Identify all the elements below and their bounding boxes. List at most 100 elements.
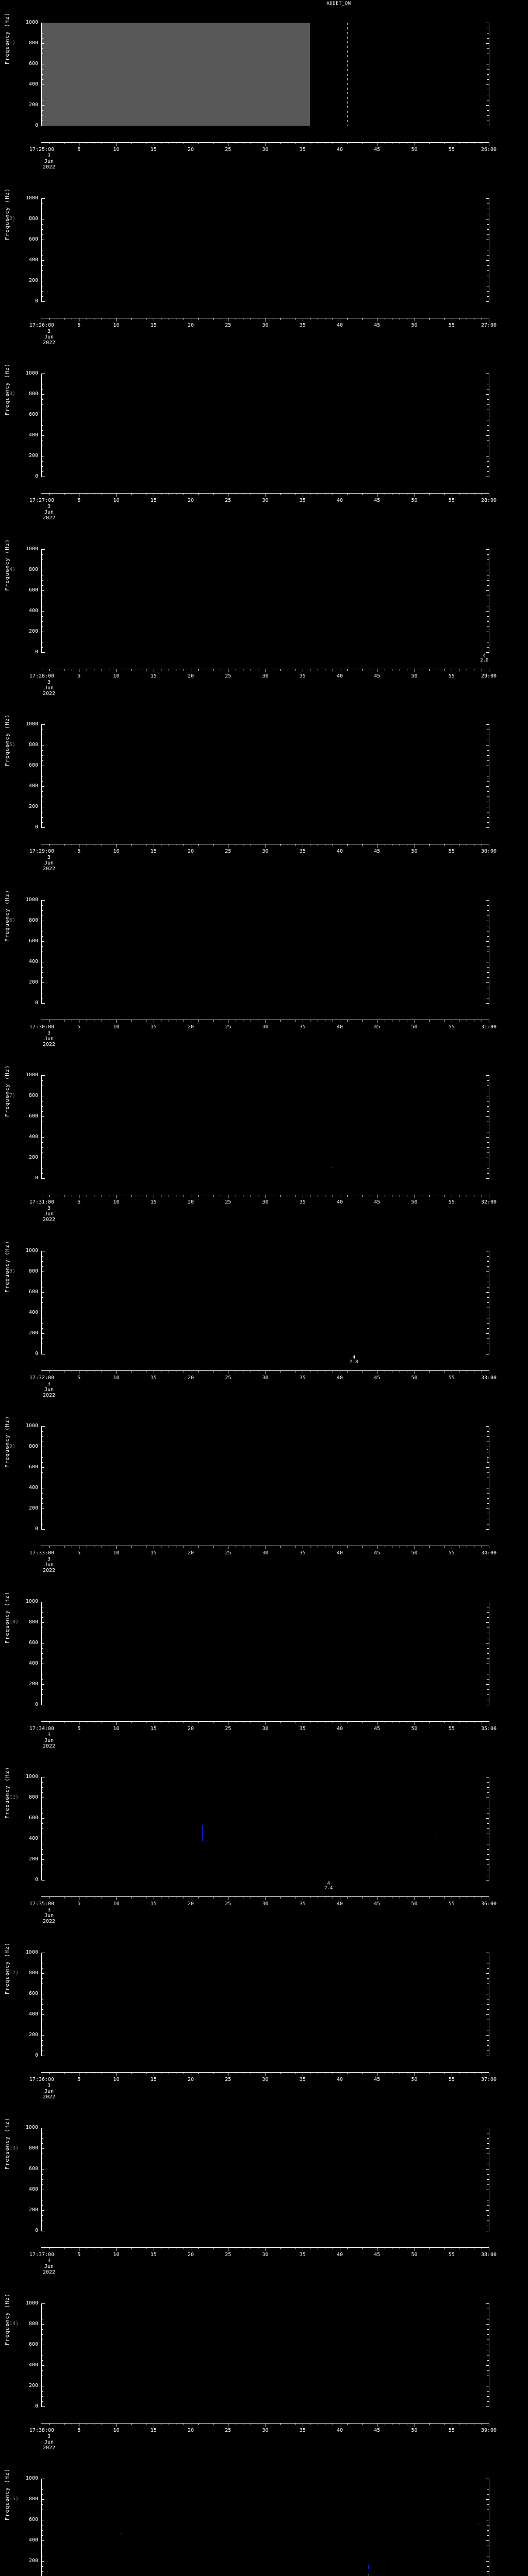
- x-tick-label: 45: [374, 849, 381, 854]
- plot-area[interactable]: [42, 549, 489, 652]
- y-tick: [487, 234, 489, 235]
- plot-area[interactable]: [42, 1075, 489, 1178]
- x-tick-label: 30: [262, 1375, 269, 1381]
- x-tick: [347, 142, 348, 144]
- x-tick-label: 15: [150, 2428, 157, 2433]
- y-tick: [42, 404, 43, 405]
- x-axis-date: 3 Jun 2022: [42, 1732, 56, 1749]
- spectrogram-panel[interactable]: (1) Frequency (Hz) 0 200 400 600 800 1000 17:25:…: [5, 12, 497, 170]
- x-tick: [49, 1195, 50, 1197]
- y-axis-label: Frequency (Hz): [5, 1415, 10, 1468]
- x-tick-label-end: 28:00: [481, 498, 497, 503]
- spectrogram-panel[interactable]: (6) Frequency (Hz) 0 200 400 600 800 1000 17:30:…: [5, 889, 497, 1047]
- x-tick: [198, 493, 199, 495]
- y-tick: [487, 224, 489, 225]
- x-tick-label: 55: [448, 1375, 455, 1381]
- y-tick: [42, 2525, 43, 2526]
- x-tick-label: 35: [299, 673, 306, 679]
- spectrogram-panel[interactable]: (12) Frequency (Hz) 0 200 400 600 800 1000 17:36…: [5, 1942, 497, 2100]
- x-tick-label: 25: [225, 2428, 232, 2433]
- plot-area[interactable]: [42, 900, 489, 1003]
- y-tick: [486, 982, 489, 983]
- y-tick: [42, 435, 44, 436]
- x-axis-date: 3 Jun 2022: [42, 329, 56, 346]
- x-tick-label: 15: [150, 1024, 157, 1030]
- y-tick: [42, 1457, 43, 1458]
- y-tick: [42, 652, 44, 653]
- y-tick: [42, 936, 43, 937]
- spectrogram-panel[interactable]: (13) Frequency (Hz) 0 200 400 600 800 1000 17:37…: [5, 2117, 497, 2275]
- y-tick: [486, 549, 489, 550]
- x-tick-label: 45: [374, 498, 381, 503]
- x-tick-label: 20: [187, 1550, 194, 1556]
- spectrogram-panel[interactable]: (5) Frequency (Hz) 0 200 400 600 800 1000 17:29:…: [5, 714, 497, 872]
- y-tick: [42, 1782, 43, 1783]
- spectrogram-panel[interactable]: (11) Frequency (Hz) 0 200 400 600 800 1000 17:35…: [5, 1766, 497, 1924]
- plot-area[interactable]: [42, 1953, 489, 2056]
- plot-area[interactable]: [42, 724, 489, 827]
- spectrogram-panel[interactable]: (15)Frequency (Hz)0200400600800100017:39…: [0, 2456, 528, 2576]
- y-axis-label: Frequency (Hz): [5, 1766, 10, 1819]
- x-tick-label-start: 17:32:00: [29, 1375, 55, 1381]
- plot-area[interactable]: [42, 1251, 489, 1354]
- y-tick: [487, 946, 489, 947]
- y-tick: [487, 822, 489, 823]
- x-tick-label: 20: [187, 673, 194, 679]
- y-tick: [487, 466, 489, 467]
- x-tick-label: 5: [77, 147, 81, 152]
- y-tick: [42, 1648, 43, 1649]
- plot-area[interactable]: [42, 1602, 489, 1705]
- spectrogram-panel[interactable]: (2) Frequency (Hz) 0 200 400 600 800 1000 17:26:…: [5, 188, 497, 346]
- plot-area[interactable]: [42, 2128, 489, 2231]
- x-tick-label: 20: [187, 849, 194, 854]
- panel-index-label: (12): [6, 1970, 19, 1976]
- x-tick: [347, 1370, 348, 1372]
- spectrogram-panel[interactable]: (3) Frequency (Hz) 0 200 400 600 800 1000 17:27:…: [5, 363, 497, 521]
- y-tick: [487, 2396, 489, 2397]
- plot-area[interactable]: [42, 374, 489, 477]
- x-axis-date: 3 Jun 2022: [42, 2258, 56, 2275]
- y-tick: [42, 394, 44, 395]
- y-tick: [487, 616, 489, 617]
- y-tick: [487, 1498, 489, 1499]
- y-tick: [42, 2370, 43, 2371]
- x-tick-label: 50: [411, 1901, 418, 1907]
- x-tick-label: 40: [336, 2428, 343, 2433]
- y-axis-label: Frequency (Hz): [5, 363, 10, 415]
- y-tick: [487, 1978, 489, 1979]
- y-tick: [42, 647, 43, 648]
- plot-area[interactable]: [42, 198, 489, 301]
- plot-area[interactable]: [42, 23, 489, 126]
- x-tick-label-start: 17:37:00: [29, 2252, 55, 2258]
- y-tick: [42, 1689, 43, 1690]
- y-axis-spine-left: [41, 724, 42, 828]
- plot-area[interactable]: [42, 1777, 489, 1880]
- spectrogram-panel[interactable]: (4) Frequency (Hz) 0 200 400 600 800 1000 17:28:…: [5, 538, 497, 697]
- panel-index-label: (9): [6, 1444, 16, 1449]
- spectrogram-panel[interactable]: (9) Frequency (Hz) 0 200 400 600 800 1000 17:33:…: [5, 1415, 497, 1573]
- y-tick: [486, 2324, 489, 2325]
- x-tick-label: 50: [411, 1550, 418, 1556]
- y-tick: [42, 234, 43, 235]
- x-tick-label: 25: [225, 1550, 232, 1556]
- plot-area[interactable]: [42, 2479, 489, 2576]
- y-tick: [487, 1111, 489, 1112]
- y-tick: [487, 626, 489, 627]
- y-tick: [487, 1173, 489, 1174]
- y-tick: [42, 1529, 44, 1530]
- spectrogram-panel[interactable]: (8) Frequency (Hz) 0 200 400 600 800 1000 17:32:…: [5, 1240, 497, 1398]
- y-axis-spine-left: [41, 2128, 42, 2231]
- y-tick: [487, 760, 489, 761]
- plot-area[interactable]: [42, 1426, 489, 1529]
- spectrogram-panel[interactable]: (7) Frequency (Hz) 0 200 400 600 800 1000 17:31:…: [5, 1064, 497, 1223]
- plot-area[interactable]: [42, 2303, 489, 2406]
- spectrogram-panel[interactable]: (10) Frequency (Hz) 0 200 400 600 800 1000 17:34…: [5, 1591, 497, 1749]
- x-tick: [198, 1721, 199, 1723]
- spectrogram-panel[interactable]: (14) Frequency (Hz) 0 200 400 600 800 1000 17:38…: [5, 2293, 497, 2451]
- x-tick-label: 30: [262, 1550, 269, 1556]
- y-tick: [42, 580, 43, 581]
- y-tick: [42, 1818, 44, 1819]
- y-tick: [487, 1968, 489, 1969]
- x-tick-label: 10: [113, 2077, 120, 2082]
